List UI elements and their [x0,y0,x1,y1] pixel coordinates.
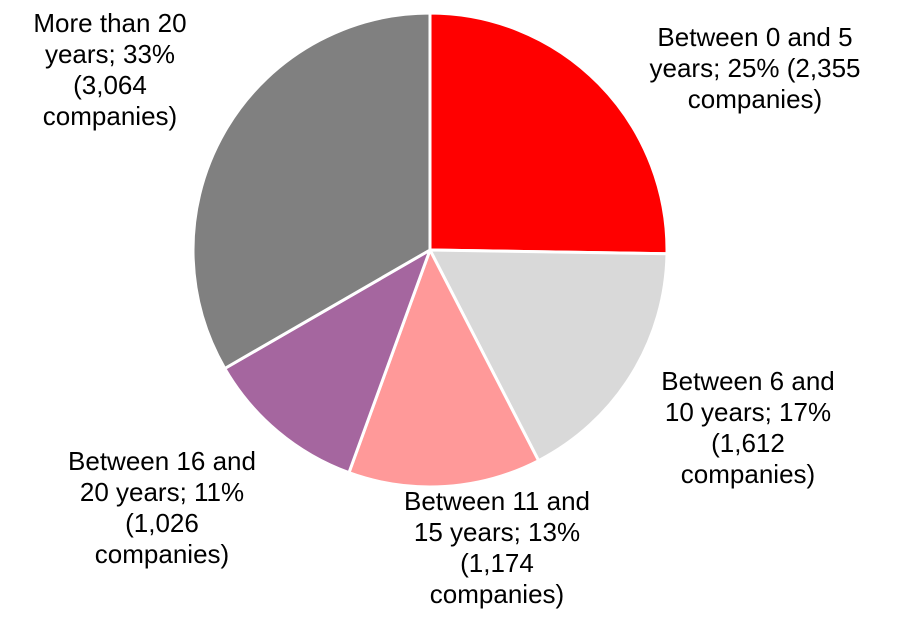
slice-label: Between 11 and 15 years; 13% (1,174 comp… [404,486,590,609]
pie-slice [428,248,669,463]
pie-slice [428,11,669,256]
slice-label: Between 6 and 10 years; 17% (1,612 compa… [661,366,835,489]
slice-label: More than 20 years; 33% (3,064 companies… [33,8,187,131]
pie-slice [223,248,432,475]
slice-label: Between 16 and 20 years; 11% (1,026 comp… [68,446,256,569]
pie-slice [347,248,541,489]
pie-slice [191,11,432,370]
slice-label: Between 0 and 5 years; 25% (2,355 compan… [649,22,861,114]
